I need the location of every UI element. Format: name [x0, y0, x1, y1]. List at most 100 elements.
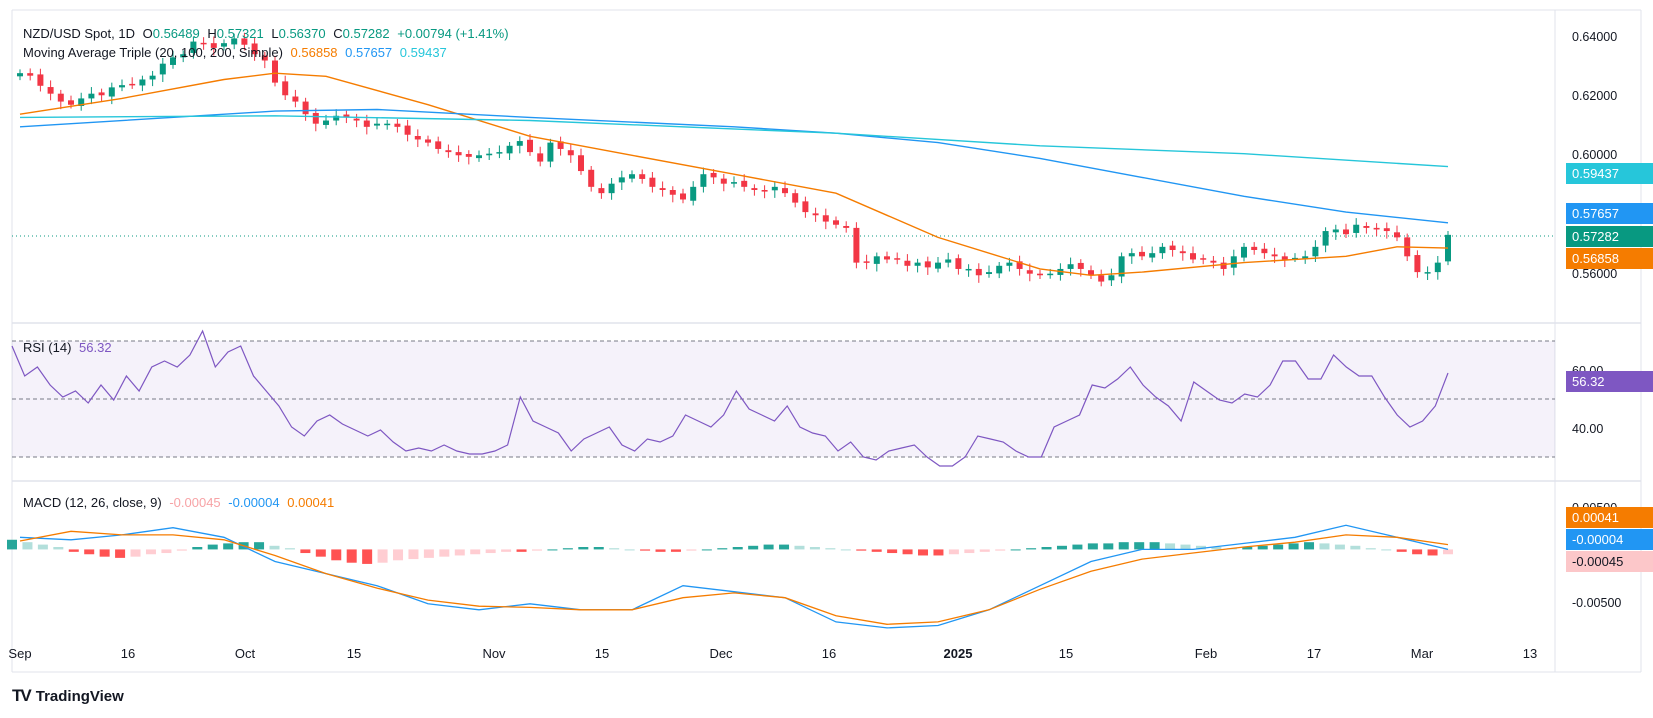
candle-body	[272, 60, 278, 83]
candle-body	[547, 142, 554, 162]
macd-hist-bar	[1134, 542, 1145, 550]
macd-hist-bar	[1103, 543, 1114, 550]
candle-body	[98, 92, 105, 96]
rsi-tick: 40.00	[1572, 422, 1604, 436]
macd-hist-bar	[856, 549, 867, 551]
macd-hist-bar	[7, 539, 17, 550]
macd-hist-bar	[1026, 548, 1037, 550]
macd-hist-bar	[254, 542, 265, 550]
brand-name: TradingView	[35, 688, 124, 705]
x-tick: 15	[346, 646, 362, 661]
x-tick: 15	[1058, 646, 1074, 661]
macd-hist-tag: -0.00045	[1566, 551, 1653, 572]
macd-hist-bar	[578, 547, 589, 550]
ma20-value: 0.56858	[290, 45, 338, 60]
candle-body	[1394, 232, 1400, 238]
candle-body	[649, 177, 656, 187]
candle-body	[731, 182, 737, 184]
candle-body	[363, 120, 370, 127]
candle-body	[1016, 261, 1023, 269]
candle-body	[1302, 256, 1309, 260]
x-tick: Mar	[1410, 646, 1434, 661]
ma20-line	[19, 72, 1449, 277]
macd-signal-value: 0.00041	[287, 495, 335, 510]
macd-pane	[7, 524, 1453, 629]
candle-body	[608, 183, 615, 194]
candle-body	[1006, 262, 1013, 266]
candle-body	[639, 174, 646, 179]
x-tick: Feb	[1194, 646, 1218, 661]
ma-legend-label: Moving Average Triple (20, 100, 200, Sim…	[23, 45, 283, 60]
macd-hist-bar	[686, 549, 697, 551]
macd-hist-bar	[408, 549, 419, 560]
candle-body	[455, 152, 462, 156]
macd-hist-bar	[593, 547, 604, 550]
candle-body	[241, 38, 248, 45]
candle-body	[1434, 262, 1441, 273]
macd-hist-bar	[501, 549, 512, 552]
candle-body	[822, 215, 829, 222]
macd-hist-bar	[1242, 547, 1253, 550]
macd-hist-bar	[99, 549, 110, 557]
candle-body	[588, 169, 595, 187]
candle-body	[1128, 253, 1135, 257]
close-price-tag: 0.57282	[1566, 226, 1653, 247]
candle-body	[68, 100, 74, 105]
candle-body	[751, 188, 758, 190]
candle-body	[1261, 248, 1268, 254]
macd-hist-bar	[1195, 545, 1206, 550]
price-tick: 0.60000	[1572, 148, 1618, 162]
candle-body	[302, 101, 309, 115]
macd-hist-value: -0.00045	[169, 495, 221, 510]
candle-body	[914, 262, 921, 266]
candle-body	[1424, 272, 1431, 274]
candle-body	[282, 81, 289, 96]
macd-hist-bar	[1273, 544, 1284, 550]
macd-hist-bar	[763, 544, 774, 550]
candle-body	[404, 125, 411, 135]
macd-hist-bar	[1304, 542, 1315, 550]
macd-hist-bar	[1288, 543, 1299, 550]
candle-body	[1292, 257, 1298, 260]
candle-body	[414, 136, 421, 140]
price-tick: 0.64000	[1572, 30, 1618, 44]
macd-hist-bar	[454, 549, 465, 556]
candle-body	[1026, 270, 1033, 274]
price-legend: NZD/USD Spot, 1D O0.56489 H0.57321 L0.56…	[23, 26, 513, 41]
macd-hist-bar	[825, 548, 836, 550]
ma200-line	[19, 115, 1449, 168]
candle-body	[935, 262, 941, 269]
candle-body	[119, 85, 125, 88]
candle-body	[17, 73, 23, 77]
macd-hist-bar	[640, 549, 651, 551]
macd-line-tag: -0.00004	[1566, 529, 1653, 550]
macd-hist-bar	[1412, 549, 1423, 555]
macd-hist-bar	[37, 544, 48, 550]
macd-hist-bar	[531, 549, 542, 551]
x-tick: 13	[1522, 646, 1538, 661]
symbol-title: NZD/USD Spot, 1D	[23, 26, 135, 41]
candle-body	[516, 141, 523, 146]
ma-legend: Moving Average Triple (20, 100, 200, Sim…	[23, 45, 451, 60]
macd-hist-bar	[1165, 543, 1176, 550]
candle-body	[88, 93, 95, 99]
moving-averages	[19, 72, 1449, 277]
macd-hist-bar	[964, 549, 975, 554]
candle-body	[527, 139, 533, 153]
macd-hist-bar	[670, 549, 681, 552]
macd-line-value: -0.00004	[228, 495, 280, 510]
tradingview-brand[interactable]: TV TradingView	[12, 686, 124, 706]
candle-body	[1088, 270, 1094, 276]
candle-body	[884, 256, 890, 260]
macd-hist-bar	[655, 549, 666, 552]
candle-body	[37, 74, 44, 86]
macd-hist-bar	[1180, 544, 1191, 550]
macd-hist-bar	[562, 548, 573, 550]
macd-hist-bar	[1118, 542, 1129, 550]
candle-body	[986, 272, 992, 274]
macd-hist-bar	[979, 549, 990, 552]
candle-body	[741, 180, 748, 187]
macd-hist-bar	[1087, 543, 1098, 550]
macd-tick: -0.00500	[1572, 596, 1622, 610]
candle-body	[323, 120, 329, 125]
